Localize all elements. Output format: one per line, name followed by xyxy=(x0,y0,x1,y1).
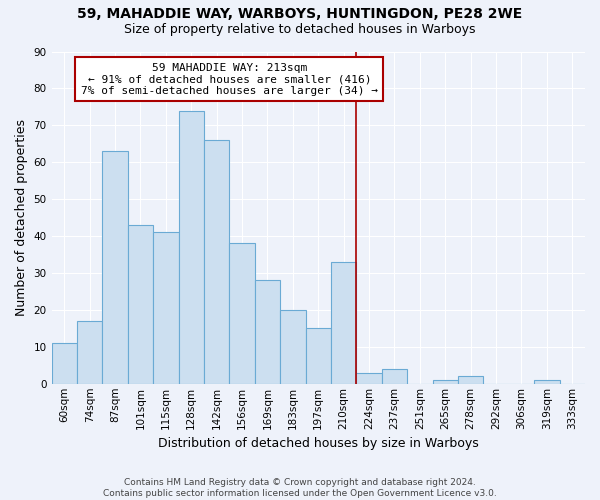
Text: Contains HM Land Registry data © Crown copyright and database right 2024.
Contai: Contains HM Land Registry data © Crown c… xyxy=(103,478,497,498)
Bar xyxy=(433,380,458,384)
X-axis label: Distribution of detached houses by size in Warboys: Distribution of detached houses by size … xyxy=(158,437,479,450)
Bar xyxy=(179,110,204,384)
Bar xyxy=(305,328,331,384)
Bar xyxy=(534,380,560,384)
Bar xyxy=(382,369,407,384)
Bar xyxy=(255,280,280,384)
Bar xyxy=(128,225,153,384)
Bar xyxy=(77,321,103,384)
Bar xyxy=(153,232,179,384)
Text: Size of property relative to detached houses in Warboys: Size of property relative to detached ho… xyxy=(124,22,476,36)
Bar xyxy=(356,372,382,384)
Text: 59, MAHADDIE WAY, WARBOYS, HUNTINGDON, PE28 2WE: 59, MAHADDIE WAY, WARBOYS, HUNTINGDON, P… xyxy=(77,8,523,22)
Bar xyxy=(331,262,356,384)
Bar xyxy=(52,343,77,384)
Bar xyxy=(229,244,255,384)
Bar xyxy=(458,376,484,384)
Y-axis label: Number of detached properties: Number of detached properties xyxy=(15,119,28,316)
Text: 59 MAHADDIE WAY: 213sqm
← 91% of detached houses are smaller (416)
7% of semi-de: 59 MAHADDIE WAY: 213sqm ← 91% of detache… xyxy=(81,62,378,96)
Bar xyxy=(280,310,305,384)
Bar xyxy=(103,151,128,384)
Bar xyxy=(204,140,229,384)
